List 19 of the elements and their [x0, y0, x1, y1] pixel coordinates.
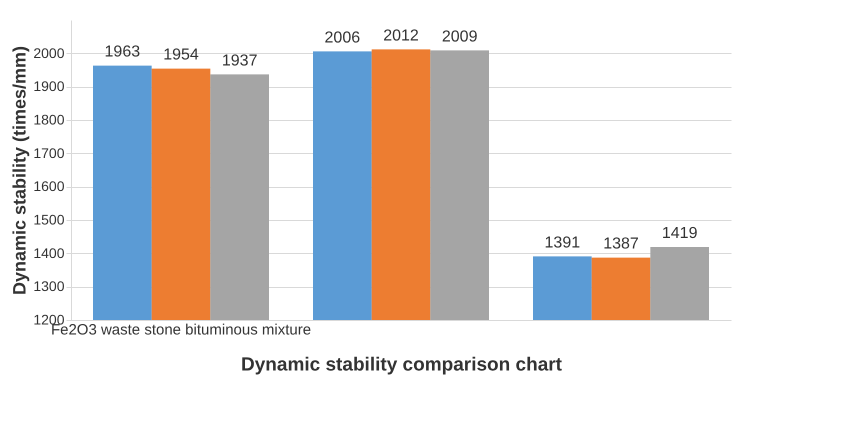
x-axis-title: Dynamic stability comparison chart [241, 354, 563, 376]
data-label: 1937 [222, 52, 258, 70]
data-label: 1963 [104, 44, 140, 61]
y-axis-title: Dynamic stability (times/mm) [9, 46, 30, 296]
data-label: 2006 [324, 29, 360, 46]
y-tick-label: 1500 [33, 212, 65, 228]
data-label: 2009 [442, 28, 478, 46]
data-label: 1954 [163, 46, 199, 64]
y-tick-label: 1900 [33, 78, 65, 94]
data-label: 1419 [662, 225, 698, 242]
data-label: 1387 [603, 236, 639, 253]
data-label: 2012 [383, 27, 419, 44]
data-label: 1391 [544, 234, 580, 252]
y-tick-label: 1400 [33, 244, 65, 261]
y-tick-label: 1600 [33, 178, 65, 194]
y-tick-label: 1700 [33, 144, 65, 161]
y-tick-label: 1300 [33, 278, 65, 294]
y-tick-label: 1800 [33, 112, 65, 128]
y-tick-label: 2000 [33, 44, 65, 61]
